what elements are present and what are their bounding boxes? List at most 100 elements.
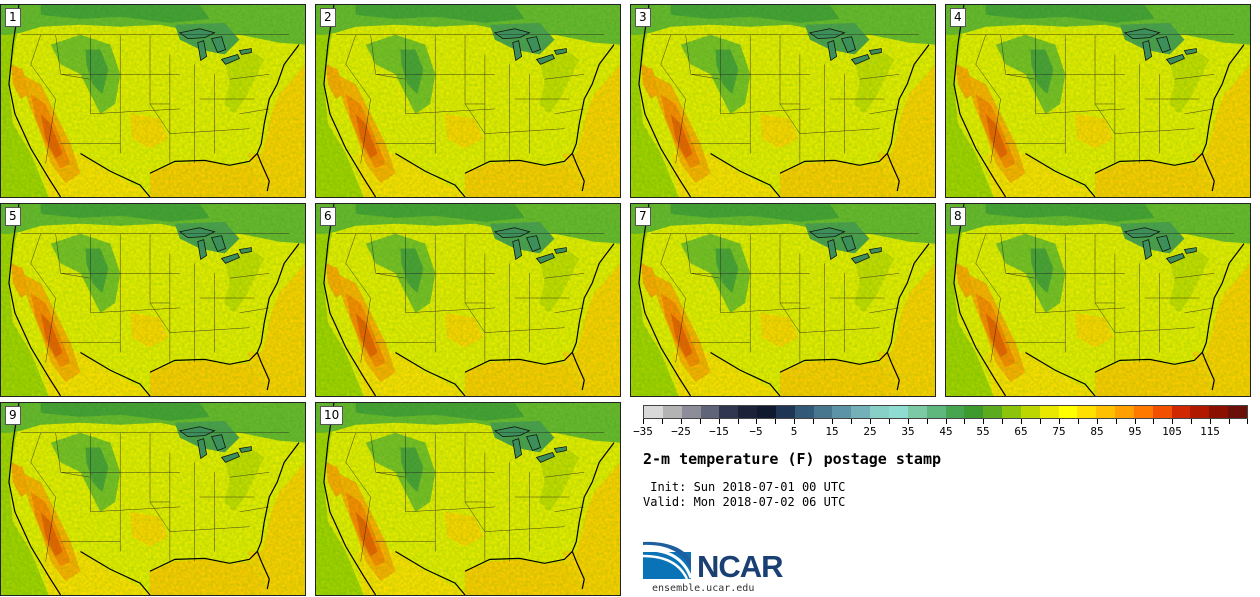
colorbar-tick xyxy=(1153,419,1154,424)
panel-number-label: 7 xyxy=(635,207,651,226)
colorbar-tick xyxy=(700,419,701,424)
colorbar-ticks: −35 −25 −15 −5 5 15 25 35 45 55 65 75 85 95 105 115 xyxy=(633,419,1248,441)
temperature-map xyxy=(316,5,620,197)
panel-number-label: 8 xyxy=(950,207,966,226)
colorbar-swatch xyxy=(1020,406,1040,418)
colorbar-tick xyxy=(643,419,644,424)
colorbar-swatch xyxy=(926,406,946,418)
colorbar-tick-label: 105 xyxy=(1162,425,1182,438)
colorbar-tick-label: −35 xyxy=(633,425,653,438)
temperature-map xyxy=(1,403,305,595)
colorbar-swatch xyxy=(775,406,795,418)
ncar-logo-icon xyxy=(643,541,693,580)
colorbar-tick xyxy=(964,419,965,424)
colorbar-swatch xyxy=(738,406,758,418)
colorbar-swatch xyxy=(1209,406,1229,418)
panel-number-label: 1 xyxy=(5,8,21,27)
temperature-map xyxy=(631,204,935,396)
colorbar-tick xyxy=(719,419,720,424)
colorbar-swatch xyxy=(907,406,927,418)
colorbar-tick xyxy=(870,419,871,424)
temperature-map xyxy=(1,5,305,197)
panel-number-label: 5 xyxy=(5,207,21,226)
map-panel-1[interactable]: 1 xyxy=(0,4,306,198)
panel-number-label: 6 xyxy=(320,207,336,226)
colorbar-tick-label: 95 xyxy=(1128,425,1142,438)
colorbar-swatch xyxy=(681,406,701,418)
colorbar-tick xyxy=(908,419,909,424)
colorbar-swatch xyxy=(1228,406,1247,418)
logo-wordmark: NCAR xyxy=(697,549,784,584)
temperature-map xyxy=(316,204,620,396)
colorbar-swatch xyxy=(1171,406,1191,418)
colorbar-swatch xyxy=(662,406,682,418)
colorbar-tick-label: 75 xyxy=(1052,425,1066,438)
site-url[interactable]: ensemble.ucar.edu xyxy=(652,583,755,594)
colorbar-swatch xyxy=(1039,406,1059,418)
colorbar-swatch xyxy=(719,406,739,418)
colorbar-tick-label: 85 xyxy=(1090,425,1104,438)
colorbar-tick xyxy=(927,419,928,424)
colorbar-tick xyxy=(813,419,814,424)
colorbar-swatch xyxy=(813,406,833,418)
colorbar-tick xyxy=(1210,419,1211,424)
colorbar-tick xyxy=(983,419,984,424)
colorbar-tick-label: −15 xyxy=(709,425,729,438)
colorbar-swatch xyxy=(945,406,965,418)
colorbar-tick xyxy=(756,419,757,424)
colorbar-tick-label: 65 xyxy=(1014,425,1028,438)
colorbar-swatch xyxy=(1152,406,1172,418)
panel-number-label: 3 xyxy=(635,8,651,27)
colorbar-swatch xyxy=(1002,406,1021,418)
colorbar-tick xyxy=(832,419,833,424)
colorbar-tick xyxy=(1135,419,1136,424)
colorbar-tick-label: 25 xyxy=(863,425,877,438)
colorbar-tick-label: 45 xyxy=(939,425,953,438)
colorbar-tick xyxy=(1078,419,1079,424)
temperature-colorbar xyxy=(643,405,1248,419)
colorbar-tick xyxy=(1116,419,1117,424)
valid-time: Valid: Mon 2018-07-02 06 UTC xyxy=(643,495,846,509)
colorbar-swatch xyxy=(870,406,889,418)
map-panel-6[interactable]: 6 xyxy=(315,203,621,397)
colorbar-tick xyxy=(681,419,682,424)
map-panel-2[interactable]: 2 xyxy=(315,4,621,198)
colorbar-tick xyxy=(1247,419,1248,424)
map-panel-5[interactable]: 5 xyxy=(0,203,306,397)
colorbar-swatch xyxy=(757,406,776,418)
temperature-map xyxy=(631,5,935,197)
colorbar-tick xyxy=(794,419,795,424)
panel-number-label: 10 xyxy=(320,406,344,425)
colorbar-tick-label: 15 xyxy=(825,425,839,438)
colorbar-tick xyxy=(851,419,852,424)
chart-title: 2-m temperature (F) postage stamp xyxy=(643,450,942,468)
init-time: Init: Sun 2018-07-01 00 UTC xyxy=(643,480,846,494)
panel-number-label: 2 xyxy=(320,8,336,27)
colorbar-swatch xyxy=(1096,406,1116,418)
colorbar-swatch xyxy=(1058,406,1078,418)
colorbar-tick-label: 55 xyxy=(976,425,990,438)
temperature-map xyxy=(1,204,305,396)
map-panel-10[interactable]: 10 xyxy=(315,402,621,596)
colorbar-swatch xyxy=(983,406,1003,418)
map-panel-7[interactable]: 7 xyxy=(630,203,936,397)
map-panel-9[interactable]: 9 xyxy=(0,402,306,596)
panel-number-label: 4 xyxy=(950,8,966,27)
colorbar-tick xyxy=(1191,419,1192,424)
colorbar-tick xyxy=(1002,419,1003,424)
map-panel-8[interactable]: 8 xyxy=(945,203,1251,397)
map-panel-4[interactable]: 4 xyxy=(945,4,1251,198)
colorbar-tick xyxy=(1059,419,1060,424)
colorbar-swatch xyxy=(1115,406,1134,418)
colorbar-swatch xyxy=(964,406,984,418)
colorbar-tick xyxy=(1097,419,1098,424)
colorbar-swatch xyxy=(1190,406,1210,418)
colorbar-tick xyxy=(1021,419,1022,424)
colorbar-tick xyxy=(738,419,739,424)
colorbar-tick-label: −5 xyxy=(749,425,763,438)
colorbar-tick-label: 35 xyxy=(901,425,915,438)
temperature-map xyxy=(316,403,620,595)
map-panel-3[interactable]: 3 xyxy=(630,4,936,198)
colorbar-tick xyxy=(1229,419,1230,424)
colorbar-swatch xyxy=(1077,406,1097,418)
